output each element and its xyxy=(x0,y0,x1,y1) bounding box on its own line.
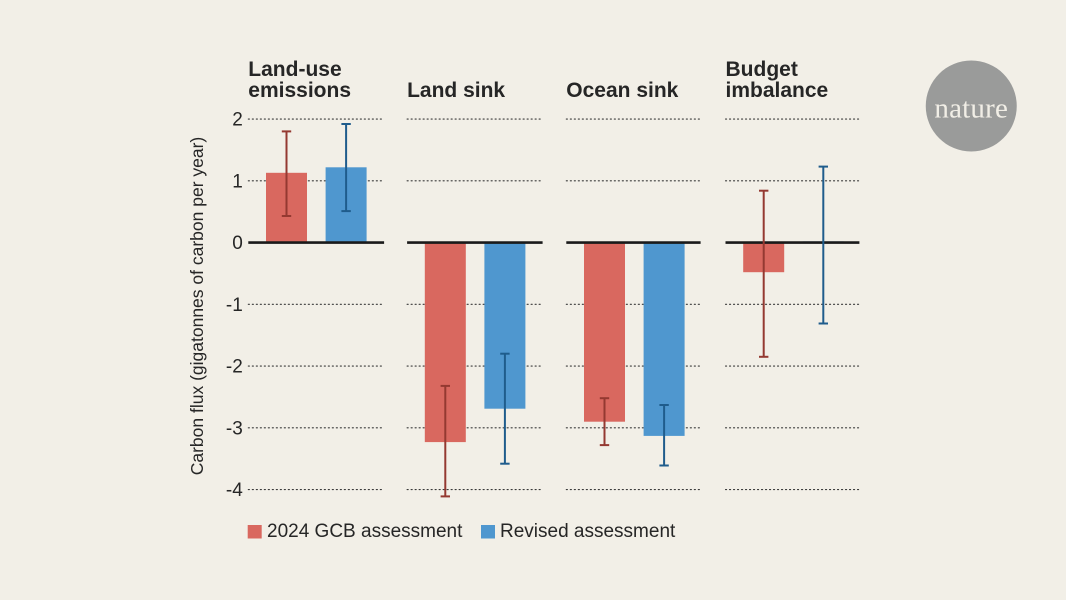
svg-text:emissions: emissions xyxy=(248,79,351,102)
svg-text:Ocean sink: Ocean sink xyxy=(566,79,678,102)
svg-text:1: 1 xyxy=(232,171,243,192)
svg-text:Land sink: Land sink xyxy=(407,79,505,102)
svg-text:2: 2 xyxy=(232,110,243,131)
svg-text:0: 0 xyxy=(232,233,243,254)
svg-text:nature: nature xyxy=(934,93,1008,125)
svg-text:2024 GCB assessment: 2024 GCB assessment xyxy=(267,521,463,542)
svg-text:-1: -1 xyxy=(226,295,243,316)
svg-text:Budget: Budget xyxy=(726,58,798,81)
svg-text:-2: -2 xyxy=(226,357,243,378)
svg-text:-4: -4 xyxy=(226,480,243,501)
svg-text:Land-use: Land-use xyxy=(248,58,341,81)
svg-text:-3: -3 xyxy=(226,418,243,439)
svg-text:Revised assessment: Revised assessment xyxy=(500,521,676,542)
svg-text:Carbon flux (gigatonnes of car: Carbon flux (gigatonnes of carbon per ye… xyxy=(187,137,207,476)
svg-text:imbalance: imbalance xyxy=(726,79,829,102)
